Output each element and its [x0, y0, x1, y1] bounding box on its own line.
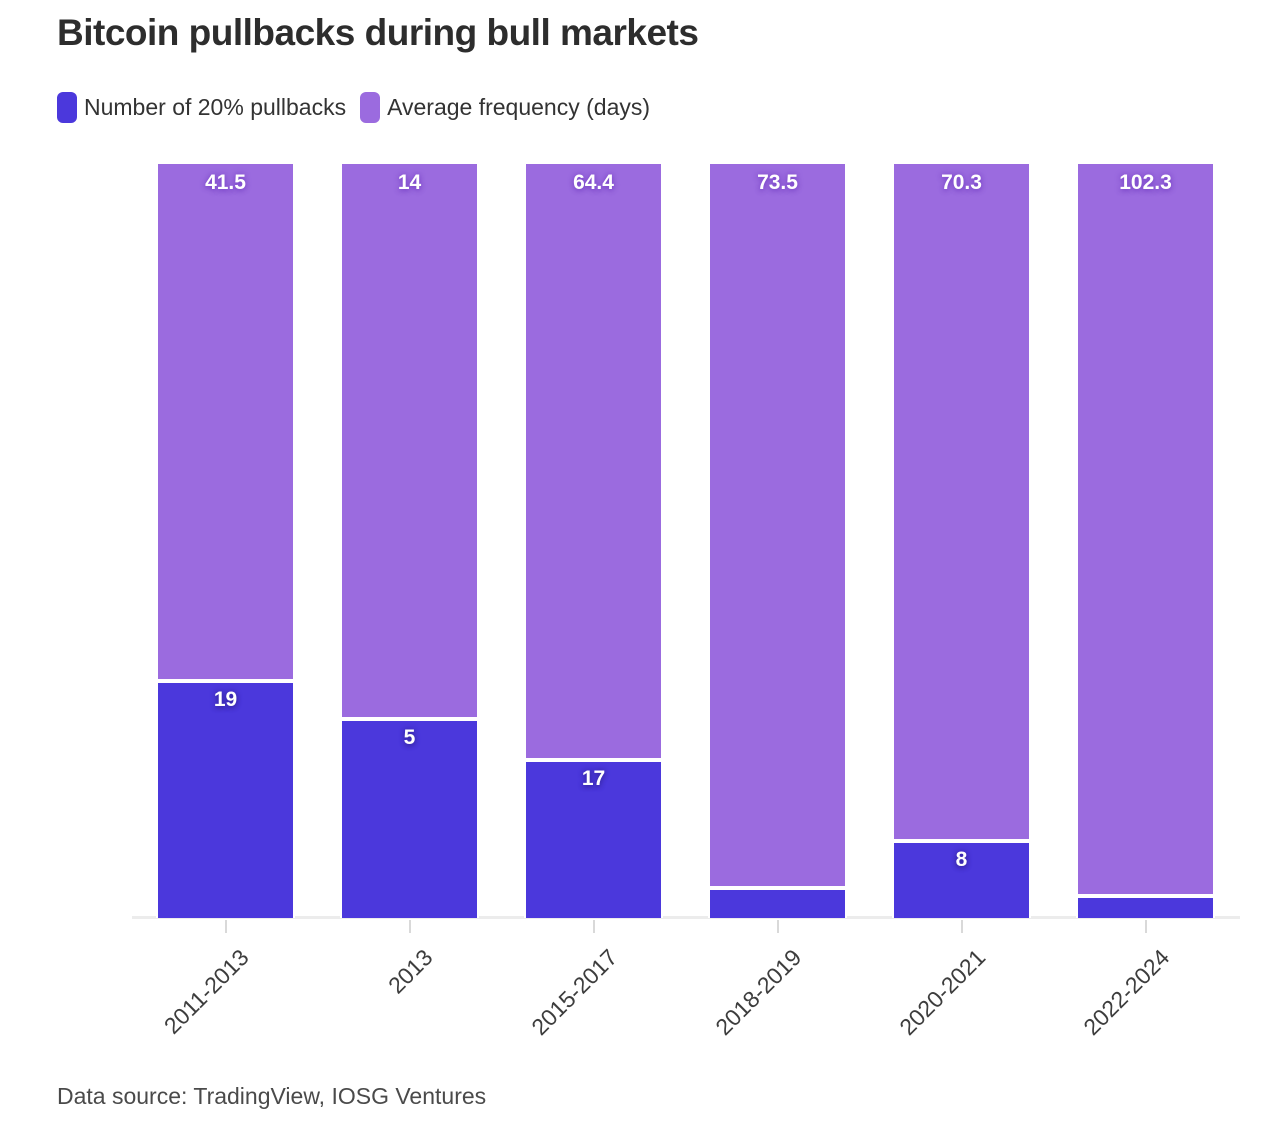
pullbacks-value-label: 8 [955, 848, 968, 871]
pullbacks-value-label: 17 [581, 767, 606, 790]
x-axis-label: 2018-2019 [709, 944, 806, 1041]
chart-title: Bitcoin pullbacks during bull markets [57, 12, 699, 53]
bar-2018-2019: 73.5 [708, 162, 847, 918]
legend-item-frequency: Average frequency (days) [360, 92, 650, 123]
pullbacks-segment: 17 [524, 760, 663, 918]
pullbacks-segment: 8 [892, 841, 1031, 918]
x-axis-tick [592, 920, 595, 933]
pullbacks-swatch-icon [57, 92, 77, 123]
x-axis-tick [224, 920, 227, 933]
x-axis-tick [1144, 920, 1147, 933]
legend-label-frequency: Average frequency (days) [387, 94, 651, 120]
frequency-segment: 41.5 [156, 162, 295, 681]
bar-2022-2024: 102.3 [1076, 162, 1215, 918]
legend-item-pullbacks: Number of 20% pullbacks [57, 92, 346, 123]
frequency-swatch-icon [360, 92, 381, 123]
x-axis-tick [776, 920, 779, 933]
chart-legend: Number of 20% pullbacks Average frequenc… [57, 92, 650, 123]
frequency-segment: 102.3 [1076, 162, 1215, 896]
x-axis-label: 2011-2013 [158, 944, 254, 1039]
frequency-value-label: 41.5 [205, 171, 246, 194]
frequency-value-label: 14 [397, 171, 422, 194]
data-source-note: Data source: TradingView, IOSG Ventures [57, 1083, 487, 1109]
bar-2015-2017: 64.4 17 [524, 162, 663, 918]
frequency-segment: 64.4 [524, 162, 663, 760]
frequency-segment: 70.3 [892, 162, 1031, 841]
frequency-value-label: 102.3 [1119, 171, 1172, 194]
x-axis-label: 2020-2021 [893, 944, 990, 1041]
frequency-value-label: 70.3 [941, 171, 982, 194]
x-axis-line [132, 916, 1240, 919]
pullbacks-segment [1076, 896, 1215, 918]
legend-label-pullbacks: Number of 20% pullbacks [84, 94, 347, 120]
x-axis-label: 2015-2017 [525, 944, 622, 1041]
pullbacks-segment: 5 [340, 719, 479, 918]
bar-2020-2021: 70.3 8 [892, 162, 1031, 918]
frequency-segment: 14 [340, 162, 479, 719]
x-axis-label: 2022-2024 [1077, 944, 1174, 1041]
frequency-value-label: 64.4 [573, 171, 614, 194]
bar-2011-2013: 41.5 19 [156, 162, 295, 918]
frequency-segment: 73.5 [708, 162, 847, 888]
pullbacks-value-label: 19 [213, 688, 238, 711]
pullbacks-segment [708, 888, 847, 918]
x-axis-label: 2013 [383, 944, 438, 999]
bar-2013: 14 5 [340, 162, 479, 918]
pullbacks-value-label: 5 [403, 726, 416, 749]
x-axis-tick [408, 920, 411, 933]
x-axis-tick [960, 920, 963, 933]
frequency-value-label: 73.5 [757, 171, 798, 194]
pullbacks-segment: 19 [156, 681, 295, 918]
